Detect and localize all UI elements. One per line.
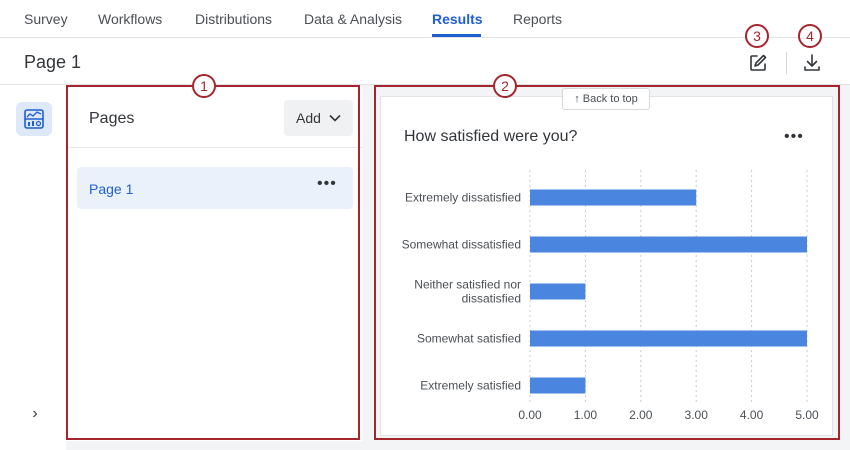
edit-icon xyxy=(750,54,767,71)
annotation-marker-4: 4 xyxy=(798,24,822,48)
annotation-box-1 xyxy=(66,85,360,440)
category-label: Somewhat satisfied xyxy=(417,332,521,346)
more-options-icon[interactable]: ••• xyxy=(317,175,337,192)
annotation-marker-2: 2 xyxy=(493,74,517,98)
left-rail xyxy=(0,85,66,450)
pages-separator xyxy=(66,147,362,148)
bar xyxy=(530,283,586,300)
x-tick-label: 0.00 xyxy=(518,408,542,422)
tab-reports[interactable]: Reports xyxy=(513,11,563,27)
category-label: Extremely dissatisfied xyxy=(405,191,521,205)
dashboard-icon[interactable] xyxy=(16,102,52,136)
x-tick-label: 2.00 xyxy=(629,408,653,422)
pages-heading: Pages xyxy=(89,110,135,127)
page-title: Page 1 xyxy=(24,52,82,72)
bar xyxy=(530,377,586,394)
pages-panel: Pages Add Page 1 ••• xyxy=(66,85,362,441)
annotation-marker-1: 1 xyxy=(192,74,216,98)
download-icon xyxy=(804,54,820,71)
tab-distributions[interactable]: Distributions xyxy=(195,11,273,27)
download-button[interactable] xyxy=(800,51,824,75)
back-to-top-button[interactable]: ↑ Back to top xyxy=(562,88,650,110)
x-tick-label: 4.00 xyxy=(740,408,764,422)
bar xyxy=(530,330,807,347)
add-button-label: Add xyxy=(296,110,321,126)
x-tick-label: 5.00 xyxy=(795,408,819,422)
top-navigation: Survey Workflows Distributions Data & An… xyxy=(0,0,850,38)
tab-results[interactable]: Results xyxy=(432,11,483,27)
add-page-button[interactable]: Add xyxy=(284,100,353,136)
bar xyxy=(530,189,697,206)
page-list-item[interactable]: Page 1 ••• xyxy=(77,167,353,209)
x-tick-label: 3.00 xyxy=(685,408,709,422)
category-label: Neither satisfied nor dissatisfied xyxy=(414,278,521,306)
bar-chart: 0.00 1.00 2.00 3.00 4.00 5.00 Extremely dissat… xyxy=(402,170,819,422)
x-tick-label: 1.00 xyxy=(574,408,598,422)
active-tab-indicator xyxy=(432,34,481,37)
bar xyxy=(530,236,807,253)
category-label: Extremely satisfied xyxy=(420,379,521,393)
chart-card xyxy=(380,96,833,436)
header-divider xyxy=(786,52,787,74)
chevron-right-icon[interactable]: › xyxy=(32,405,38,422)
edit-button[interactable] xyxy=(746,51,770,75)
header-separator xyxy=(0,84,850,85)
chevron-down-icon xyxy=(329,114,341,122)
annotation-box-2 xyxy=(374,85,840,440)
tab-data-analysis[interactable]: Data & Analysis xyxy=(304,11,403,27)
category-label: Somewhat dissatisfied xyxy=(402,238,521,252)
chart-more-options-icon[interactable]: ••• xyxy=(784,128,804,145)
tab-survey[interactable]: Survey xyxy=(24,11,68,27)
annotation-marker-3: 3 xyxy=(745,24,769,48)
page-item-label: Page 1 xyxy=(89,181,134,197)
chart-title: How satisfied were you? xyxy=(404,128,578,145)
tab-workflows[interactable]: Workflows xyxy=(98,11,163,27)
